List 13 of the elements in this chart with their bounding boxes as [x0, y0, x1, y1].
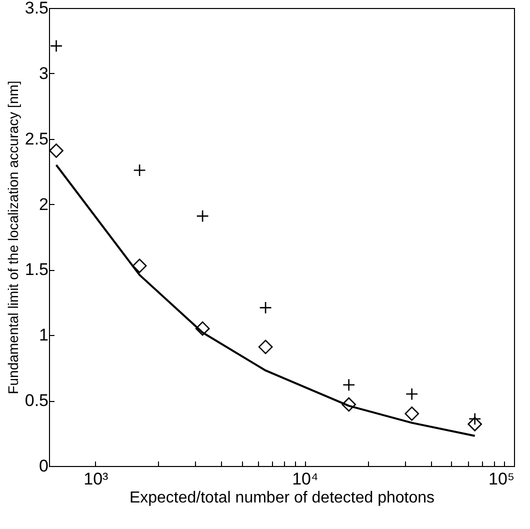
y-tick-label: 0 — [39, 456, 48, 476]
y-axis-title: Fundamental limit of the localization accuracy [nm] — [4, 80, 21, 394]
y-tick-label: 1 — [39, 326, 48, 345]
y-tick-label: 3.5 — [24, 0, 48, 18]
x-tick-label: 10⁵ — [488, 470, 514, 488]
x-tick-label: 10⁴ — [292, 470, 318, 488]
x-tick-label: 10³ — [84, 470, 109, 488]
y-tick-label: 2 — [39, 194, 48, 214]
y-tick-label: 0.5 — [24, 391, 48, 410]
y-tick-label: 2.5 — [24, 129, 48, 148]
y-tick-label: 1.5 — [24, 260, 48, 280]
y-tick-label: 3 — [39, 64, 48, 83]
x-axis-title: Expected/total number of detected photons — [129, 490, 435, 506]
